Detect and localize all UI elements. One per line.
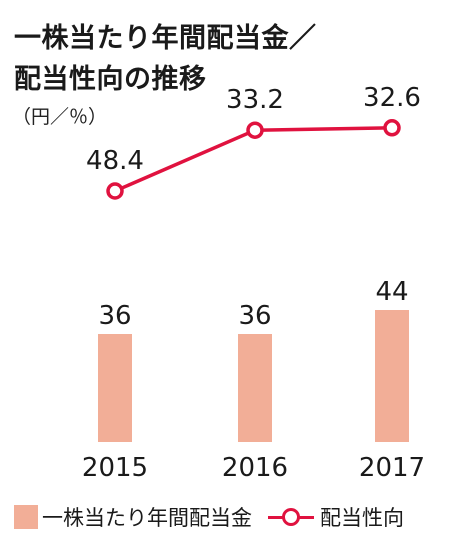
chart-title-line-2: 配当性向の推移	[14, 64, 207, 95]
unit-label: （円／％）	[12, 106, 108, 128]
chart-plot: 36 36 44 48.4 33.2 32.6 2015 2016 2017	[82, 83, 425, 483]
line-point-2017	[383, 119, 401, 137]
legend-line-swatch	[268, 505, 314, 529]
bar-label-2017: 44	[375, 277, 408, 307]
line-label-2015: 48.4	[86, 146, 144, 176]
bar-2017	[375, 310, 409, 442]
chart-title: 一株当たり年間配当金／ 配当性向の推移	[14, 18, 454, 100]
legend-line-label: 配当性向	[320, 506, 404, 530]
bar-label-2016: 36	[238, 301, 271, 331]
legend-bar-label: 一株当たり年間配当金	[42, 506, 252, 530]
legend: 一株当たり年間配当金 配当性向	[14, 500, 459, 534]
chart-title-line-1: 一株当たり年間配当金／	[14, 23, 317, 54]
bar-2015	[98, 334, 132, 442]
line-label-2016: 33.2	[226, 85, 284, 115]
x-tick-2016: 2016	[222, 453, 288, 483]
x-tick-2017: 2017	[359, 453, 425, 483]
legend-bar-swatch	[14, 505, 38, 529]
bar-label-2015: 36	[98, 301, 131, 331]
bar-2016	[238, 334, 272, 442]
line-point-2015	[106, 182, 124, 200]
legend-line-marker	[282, 508, 300, 526]
line-label-2017: 32.6	[363, 83, 421, 113]
x-tick-2015: 2015	[82, 453, 148, 483]
line-point-2016	[246, 121, 264, 139]
